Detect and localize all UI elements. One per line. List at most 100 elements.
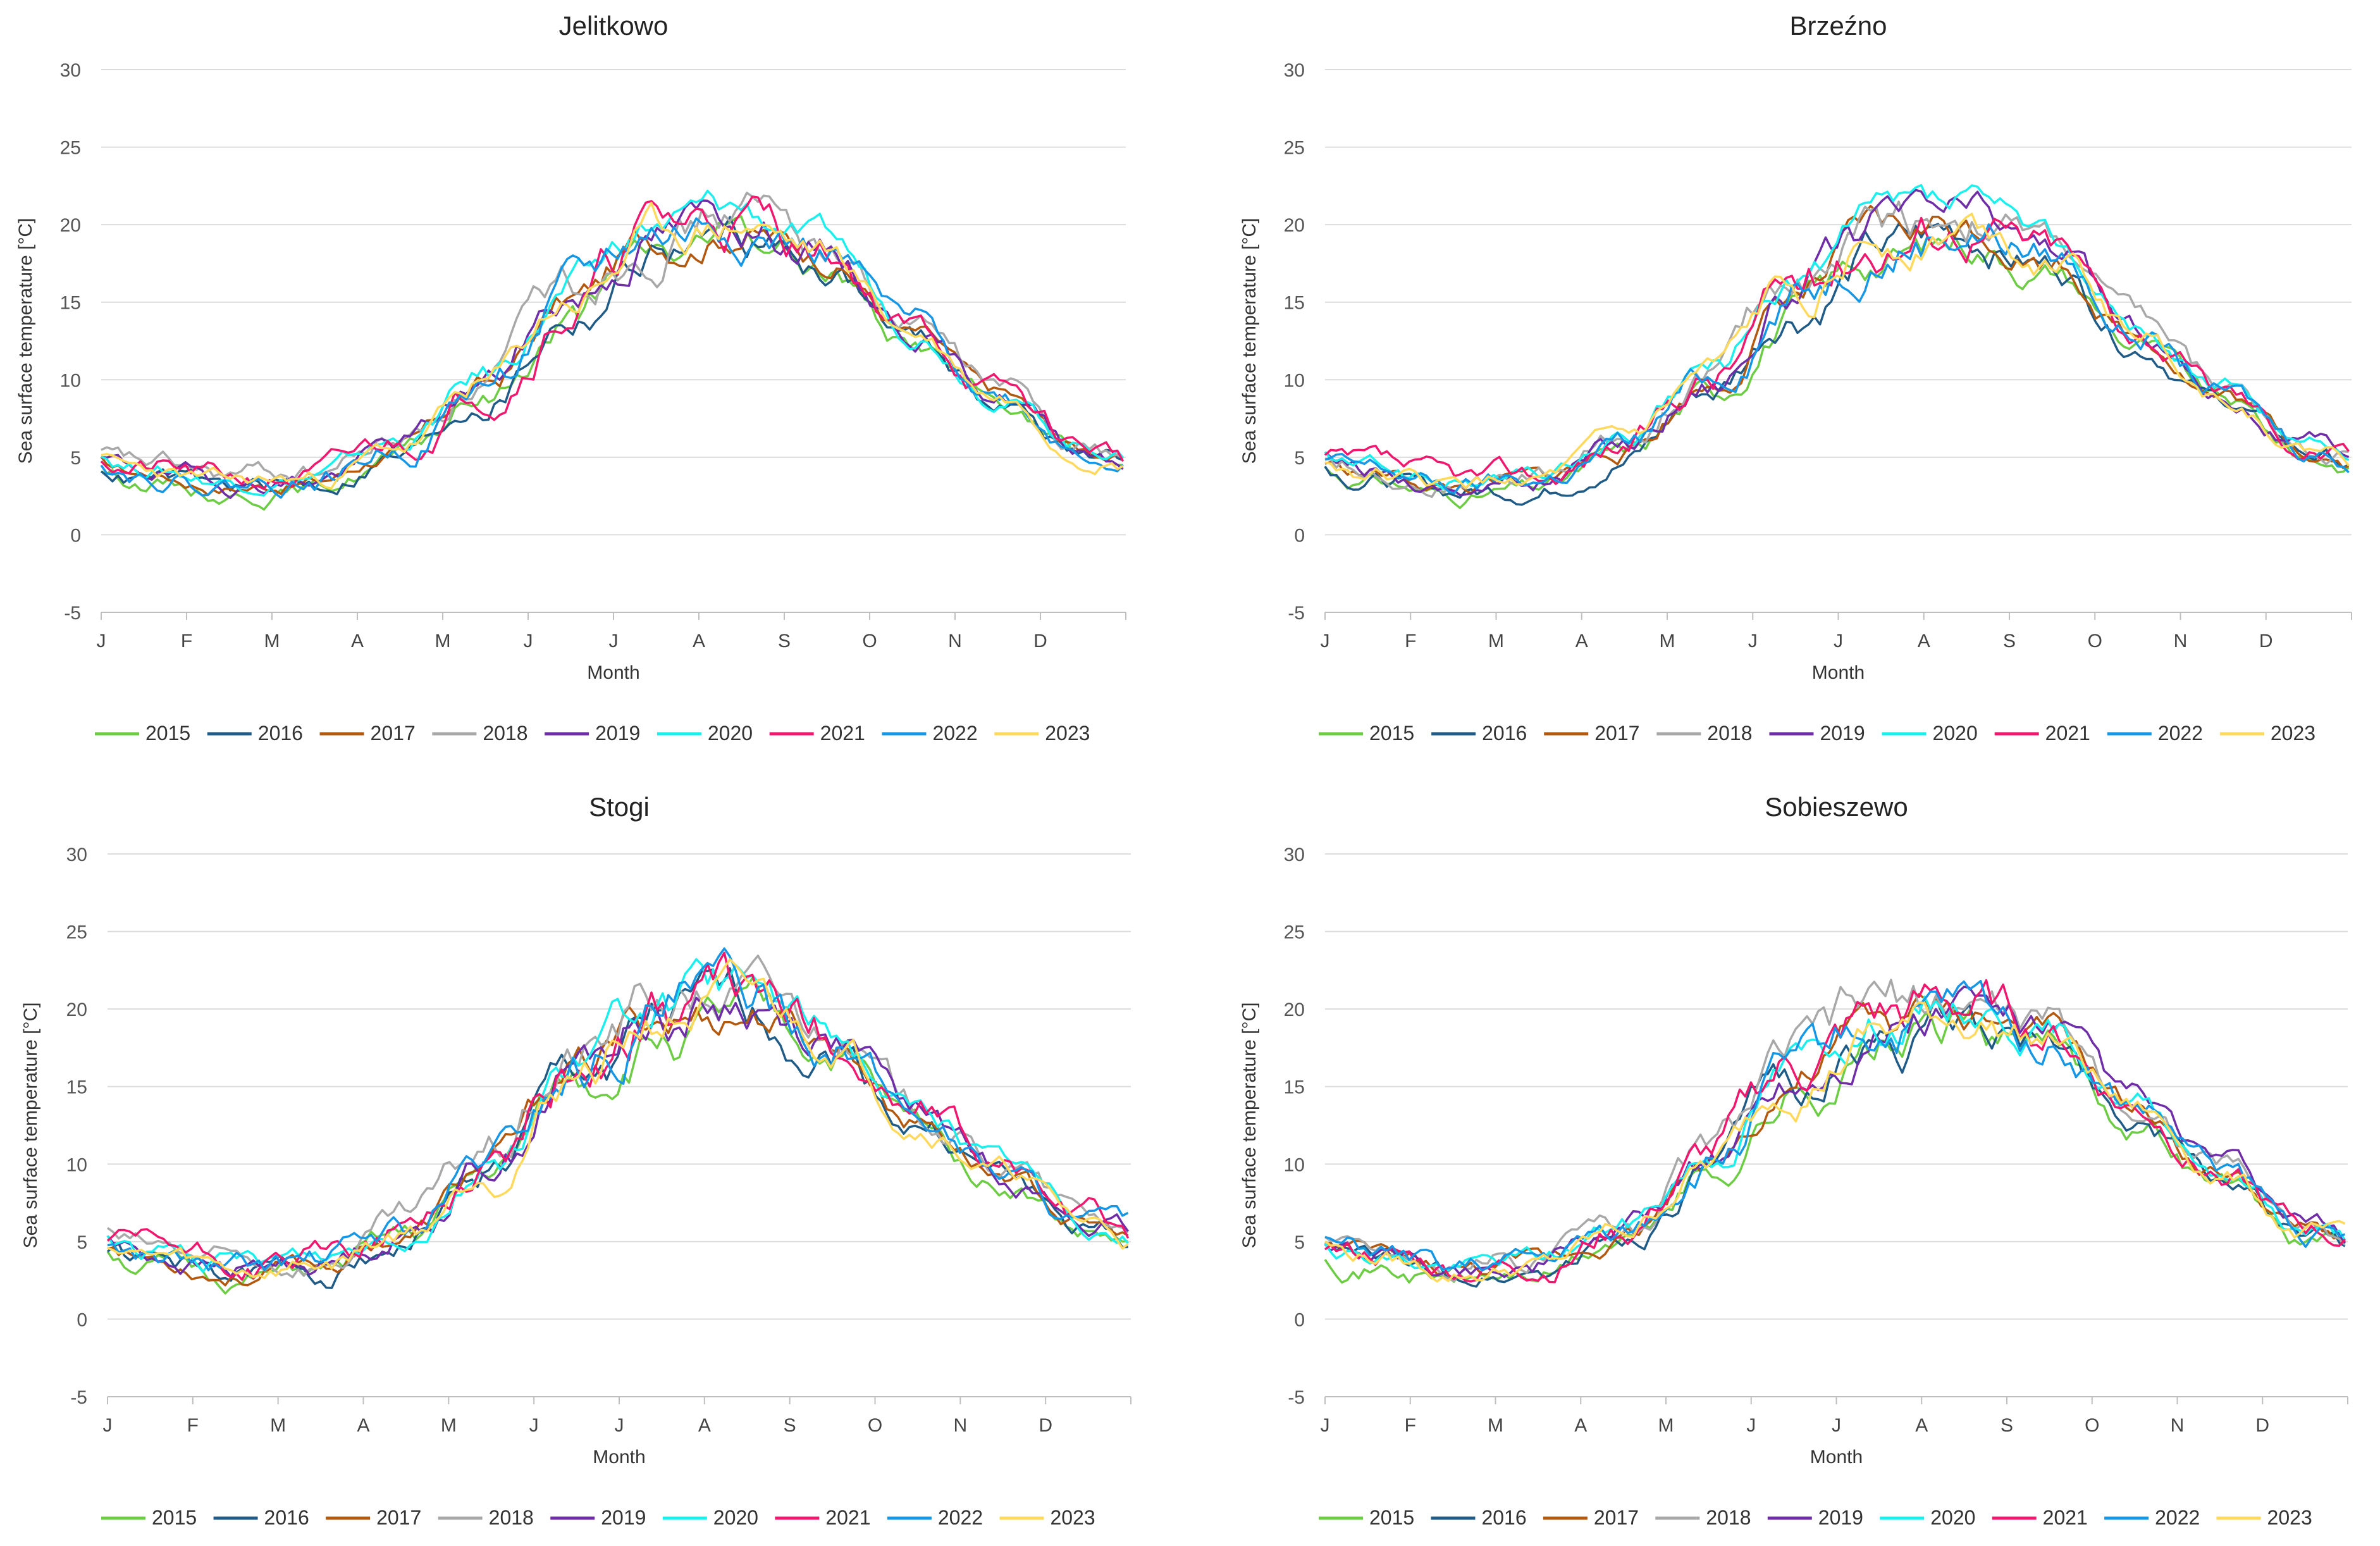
legend-label-2018: 2018	[489, 1506, 534, 1529]
legend-label-2020: 2020	[1930, 1506, 1975, 1529]
series-line-2016	[100, 216, 1124, 496]
series-line-2020	[101, 189, 1124, 497]
legend-label-2023: 2023	[2267, 1506, 2312, 1529]
series-line-2021	[1324, 979, 2346, 1283]
y-tick-label: 5	[1294, 1232, 1305, 1253]
series-group	[106, 947, 1130, 1295]
series-line-2023	[1324, 213, 2350, 489]
y-tick-label: 5	[70, 448, 81, 469]
x-tick-label: F	[187, 1415, 199, 1436]
y-tick-label: 20	[1284, 999, 1305, 1020]
series-line-2017	[1324, 204, 2350, 495]
x-axis-label: Month	[587, 662, 639, 683]
x-tick-label: A	[698, 1415, 711, 1436]
series-line-2021	[1324, 216, 2350, 485]
series-line-2016	[1324, 222, 2350, 506]
legend-label-2018: 2018	[1706, 1506, 1751, 1529]
series-line-2020	[1324, 995, 2346, 1272]
legend-label-2021: 2021	[825, 1506, 870, 1529]
x-tick-label: J	[1321, 1415, 1330, 1436]
y-tick-label: 30	[60, 60, 81, 81]
series-line-2023	[101, 201, 1124, 490]
x-tick-label: D	[1039, 1415, 1052, 1436]
legend-label-2016: 2016	[1481, 1506, 1526, 1529]
x-tick-label: O	[868, 1415, 882, 1436]
y-tick-label: 0	[77, 1309, 87, 1330]
x-axis-label: Month	[1810, 1447, 1863, 1468]
y-tick-label: 15	[66, 1077, 87, 1098]
legend-label-2020: 2020	[1933, 722, 1978, 745]
legend-label-2019: 2019	[1820, 722, 1865, 745]
x-tick-label: M	[435, 631, 451, 652]
legend-label-2016: 2016	[264, 1506, 309, 1529]
series-line-2019	[106, 996, 1130, 1278]
legend-label-2021: 2021	[820, 722, 865, 745]
legend-label-2015: 2015	[152, 1506, 197, 1529]
legend-label-2017: 2017	[376, 1506, 421, 1529]
legend-label-2017: 2017	[1594, 1506, 1639, 1529]
y-tick-label: 5	[1294, 448, 1305, 469]
x-tick-label: S	[2001, 1415, 2013, 1436]
y-tick-label: 20	[1284, 215, 1305, 236]
legend-label-2023: 2023	[2271, 722, 2315, 745]
series-line-2022	[107, 947, 1129, 1271]
x-tick-label: J	[609, 631, 619, 652]
chart-panel-1: Brzeźno -5 0 5 10 15 20 25 30 J F M A M J J A S O N D Month Se…	[1239, 11, 2352, 745]
series-line-2020	[106, 958, 1129, 1273]
y-tick-label: 25	[60, 138, 81, 159]
y-tick-label: 25	[1284, 922, 1305, 943]
legend-label-2017: 2017	[371, 722, 416, 745]
y-tick-label: 25	[1284, 138, 1305, 159]
x-tick-label: S	[778, 631, 791, 652]
y-tick-label: -5	[1288, 1387, 1305, 1408]
y-tick-label: 20	[60, 215, 81, 236]
x-tick-label: J	[615, 1415, 624, 1436]
y-tick-label: 30	[66, 844, 87, 865]
legend-label-2018: 2018	[1707, 722, 1752, 745]
series-line-2022	[1324, 979, 2346, 1272]
series-line-2023	[1324, 1001, 2346, 1283]
x-tick-label: J	[529, 1415, 539, 1436]
x-tick-label: D	[2259, 631, 2273, 652]
legend-label-2020: 2020	[713, 1506, 758, 1529]
series-line-2018	[106, 955, 1129, 1278]
y-tick-label: 15	[1284, 1077, 1305, 1098]
x-tick-label: J	[1832, 1415, 1841, 1436]
legend-label-2022: 2022	[932, 722, 977, 745]
x-tick-label: A	[693, 631, 705, 652]
x-axis-label: Month	[593, 1447, 645, 1468]
series-line-2016	[106, 967, 1128, 1289]
legend-label-2021: 2021	[2045, 722, 2090, 745]
y-axis-label: Sea surface temperature [°C]	[20, 1003, 41, 1249]
x-tick-label: A	[351, 631, 364, 652]
series-line-2022	[100, 217, 1124, 499]
x-tick-label: F	[1405, 631, 1416, 652]
x-tick-label: J	[524, 631, 533, 652]
x-tick-label: M	[1660, 631, 1675, 652]
chart-panel-2: Stogi -5 0 5 10 15 20 25 30 J F M A M J J A S O N D Month Sea …	[20, 792, 1131, 1529]
x-tick-label: F	[1405, 1415, 1416, 1436]
y-tick-label: 10	[60, 370, 81, 391]
x-tick-label: J	[97, 631, 106, 652]
x-tick-label: M	[441, 1415, 457, 1436]
series-line-2021	[106, 951, 1130, 1281]
y-tick-label: -5	[64, 603, 81, 624]
chart-title: Stogi	[589, 792, 650, 822]
x-tick-label: M	[1488, 1415, 1503, 1436]
series-line-2019	[101, 199, 1124, 499]
y-tick-label: 0	[1294, 1309, 1305, 1330]
x-tick-label: S	[784, 1415, 796, 1436]
y-tick-label: -5	[70, 1387, 87, 1408]
legend-label-2015: 2015	[145, 722, 190, 745]
x-tick-label: M	[270, 1415, 286, 1436]
x-tick-label: A	[1915, 1415, 1928, 1436]
legend-label-2021: 2021	[2043, 1506, 2088, 1529]
chart-panel-3: Sobieszewo -5 0 5 10 15 20 25 30 J F M A M J J A S O N D Mont…	[1239, 792, 2348, 1529]
chart-title: Jelitkowo	[559, 11, 669, 40]
y-tick-label: 30	[1284, 844, 1305, 865]
legend-label-2022: 2022	[938, 1506, 983, 1529]
y-tick-label: 15	[60, 293, 81, 314]
series-line-2017	[1324, 993, 2346, 1276]
y-tick-label: 15	[1284, 293, 1305, 314]
